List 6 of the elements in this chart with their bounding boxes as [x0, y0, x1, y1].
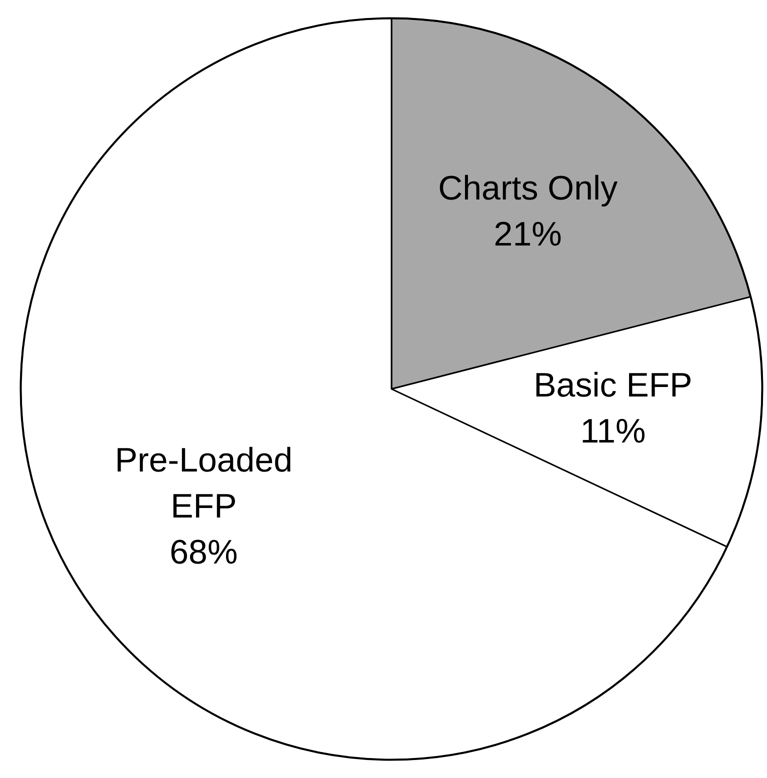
slice-label: Basic EFP: [534, 366, 692, 404]
data-label: 11%: [580, 412, 646, 450]
slice-label: Pre-Loaded EFP: [114, 442, 293, 526]
slice-label: Charts Only: [438, 170, 618, 208]
data-label: 68%: [170, 534, 238, 572]
data-label: 21%: [494, 216, 562, 254]
